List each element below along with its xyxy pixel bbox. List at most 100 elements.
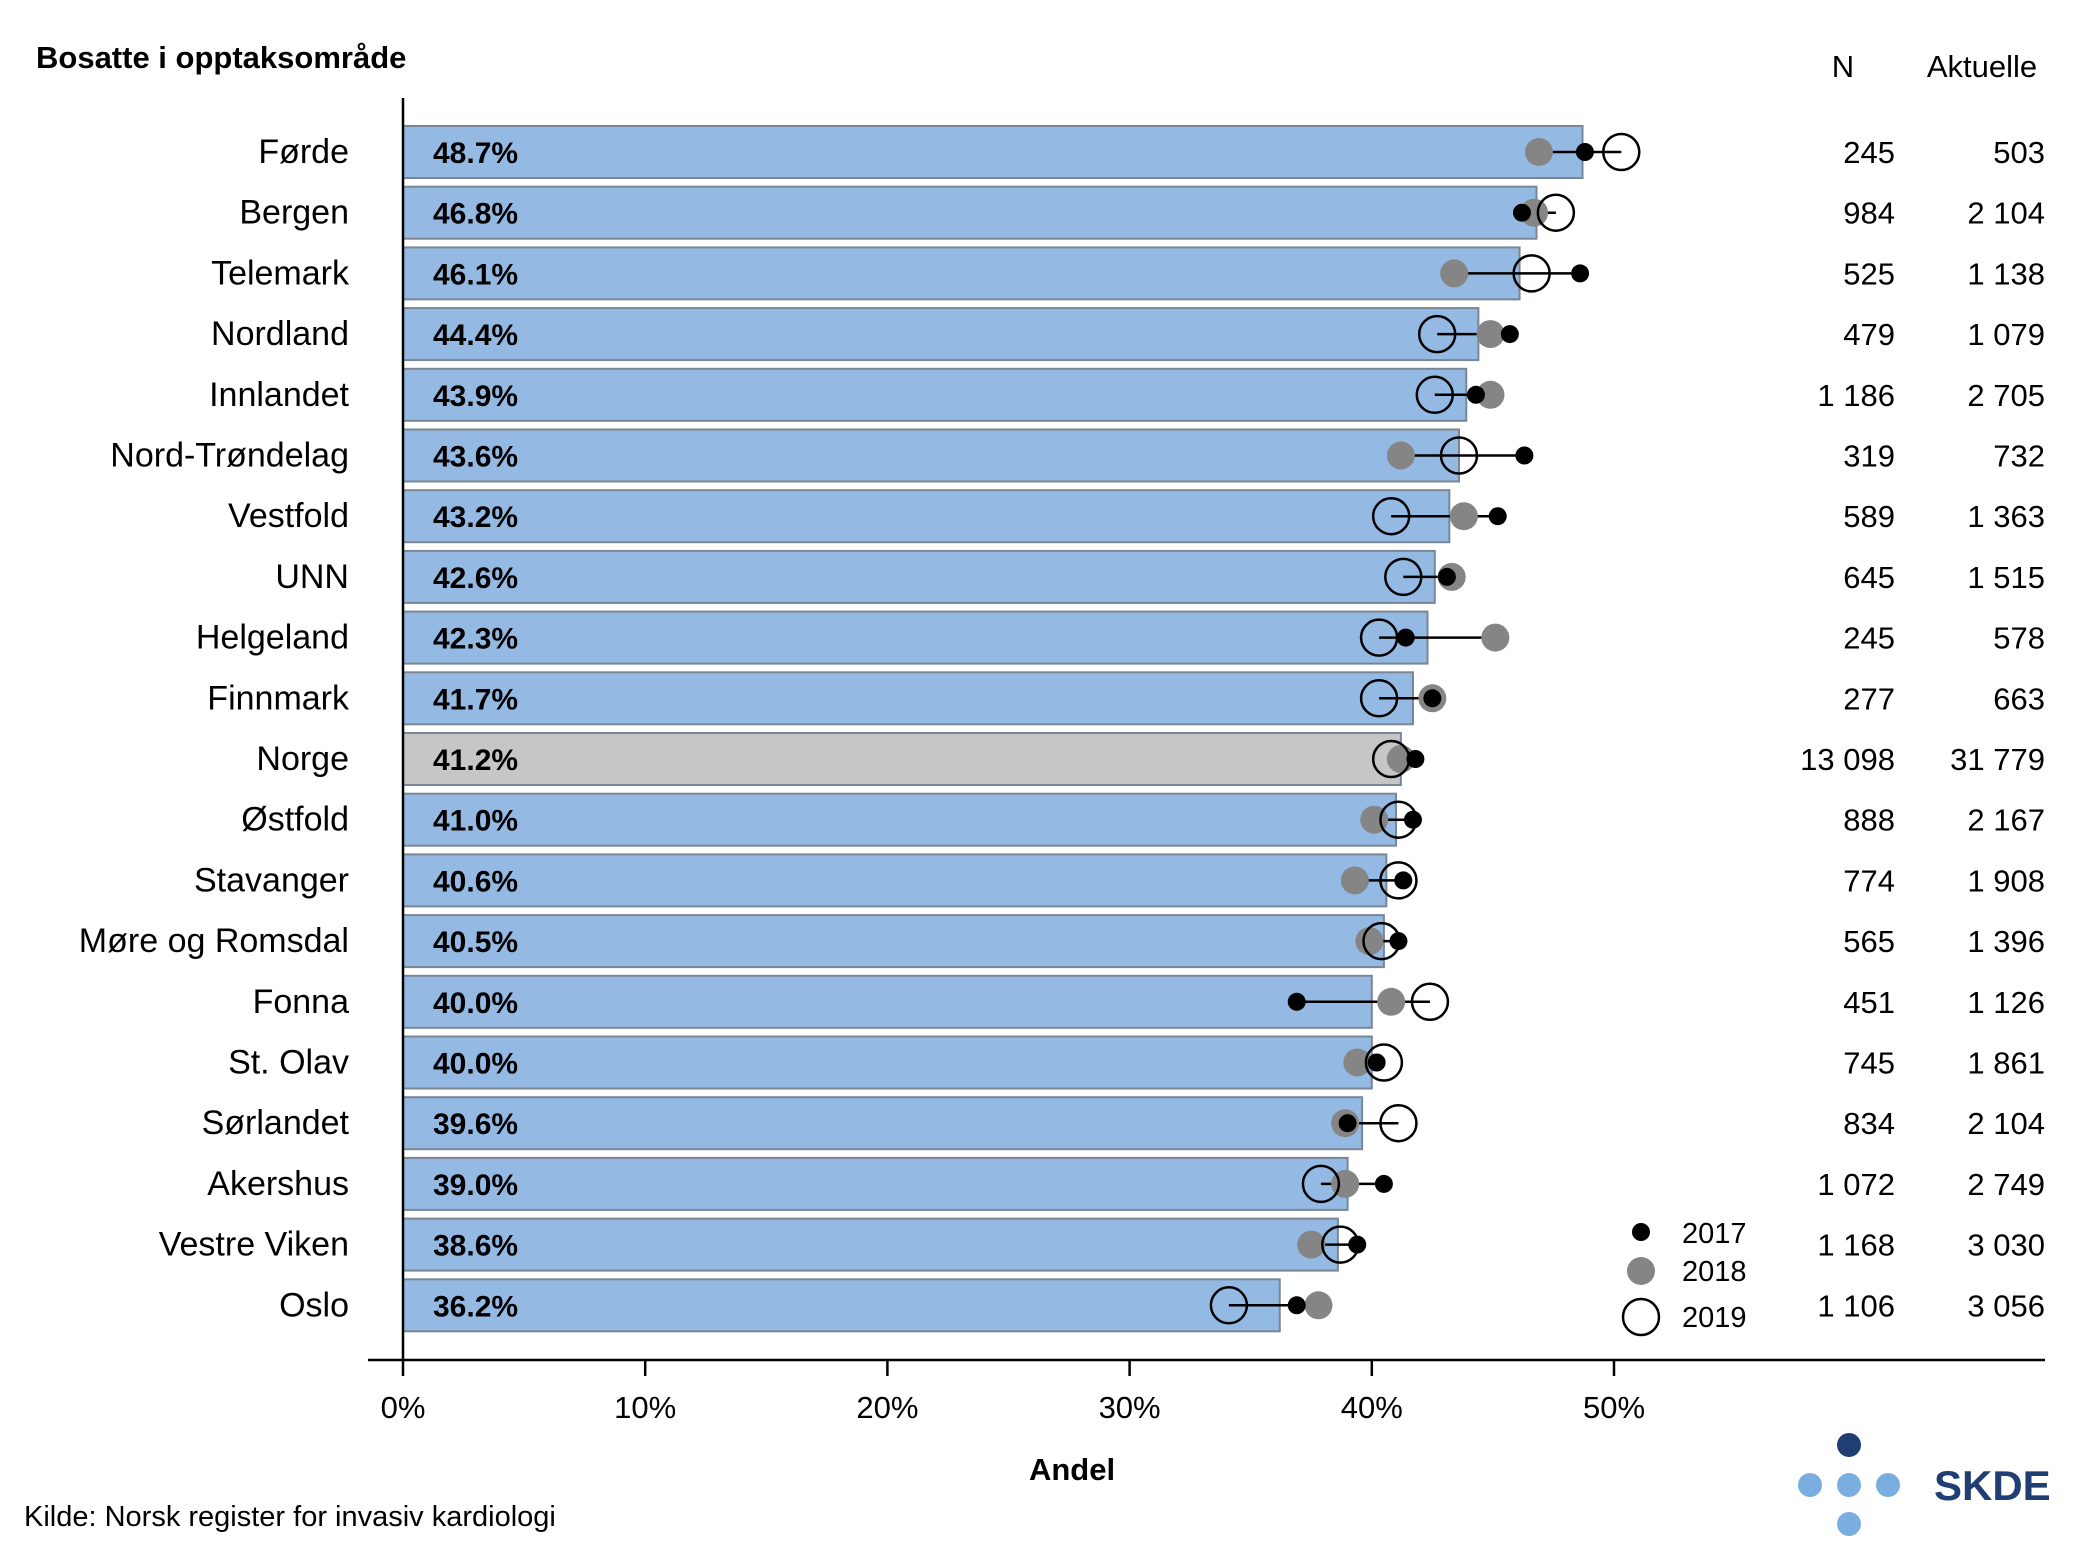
n-value: 479 (1843, 317, 1895, 352)
value-label: 46.8% (433, 198, 518, 231)
aktuelle-value: 1 079 (1967, 317, 2045, 352)
value-label: 42.6% (433, 562, 518, 595)
category-label: Nordland (211, 315, 349, 353)
labels-layer: Førde 48.7% 245 503 Bergen 46.8% 984 2 104 Telem… (79, 133, 2045, 1324)
bar (402, 853, 1388, 908)
legend-label-2017: 2017 (1682, 1218, 1747, 1250)
aktuelle-value: 2 749 (1967, 1167, 2045, 1202)
n-value: 984 (1843, 196, 1895, 231)
logo-dot-right (1876, 1473, 1900, 1497)
point-2019 (1379, 1103, 1418, 1143)
point-2017 (1287, 992, 1306, 1011)
skde-logo: SKDE (1798, 1433, 2051, 1536)
value-label: 40.0% (433, 1048, 518, 1081)
category-label: Stavanger (194, 861, 349, 899)
point-2017 (1406, 750, 1425, 768)
bar (402, 428, 1460, 483)
point-2019 (1359, 618, 1399, 657)
aktuelle-value: 1 515 (1967, 560, 2045, 595)
legend-marker-2017 (1632, 1223, 1650, 1241)
n-value: 245 (1843, 621, 1895, 656)
point-2017 (1512, 203, 1531, 222)
bars-layer (402, 125, 1584, 1333)
category-label: Nord-Trøndelag (110, 437, 349, 475)
bar (402, 1278, 1281, 1333)
x-tick-label: 20% (856, 1390, 918, 1425)
n-value: 834 (1843, 1106, 1895, 1141)
point-2019 (1209, 1286, 1249, 1325)
value-label: 41.7% (433, 683, 518, 716)
point-2017 (1396, 628, 1415, 647)
point-2018 (1343, 1048, 1372, 1077)
point-2017 (1367, 1053, 1386, 1072)
bar (402, 1035, 1373, 1090)
bar (402, 1156, 1349, 1211)
point-2019 (1417, 314, 1457, 354)
aktuelle-value: 1 861 (1967, 1046, 2045, 1081)
category-label: Møre og Romsdal (79, 922, 349, 960)
bar (402, 307, 1480, 362)
value-label: 38.6% (433, 1230, 518, 1263)
n-value: 888 (1843, 803, 1895, 838)
category-label: Helgeland (196, 619, 349, 657)
point-2019 (1371, 739, 1411, 779)
point-2017 (1575, 143, 1594, 161)
category-label: Fonna (253, 983, 349, 1021)
n-value: 525 (1843, 256, 1895, 291)
category-label: Finnmark (207, 679, 350, 717)
n-value: 565 (1843, 924, 1895, 959)
aktuelle-value: 1 396 (1967, 924, 2045, 959)
n-value: 1 168 (1817, 1228, 1895, 1263)
point-2018 (1355, 927, 1384, 956)
value-label: 46.1% (433, 258, 518, 291)
aktuelle-value: 2 104 (1967, 196, 2045, 231)
point-2017 (1571, 264, 1590, 283)
point-2017 (1338, 1114, 1357, 1133)
point-2019 (1321, 1225, 1360, 1264)
point-2018 (1377, 987, 1406, 1016)
bar (402, 489, 1451, 544)
point-2019 (1439, 436, 1479, 475)
category-label: Innlandet (209, 376, 349, 414)
n-value: 745 (1843, 1046, 1895, 1081)
aktuelle-value: 503 (1993, 135, 2045, 170)
legend-label-2019: 2019 (1682, 1302, 1747, 1334)
value-label: 44.4% (433, 319, 518, 352)
point-2017 (1466, 385, 1485, 404)
value-label: 40.0% (433, 987, 518, 1020)
bar (402, 246, 1521, 301)
value-label: 43.2% (433, 501, 518, 534)
point-2018 (1524, 138, 1553, 166)
point-2019 (1364, 1043, 1404, 1082)
point-2018 (1440, 259, 1469, 288)
point-2017 (1437, 567, 1456, 586)
category-label: Norge (256, 740, 349, 778)
point-2018 (1481, 623, 1510, 652)
bar (402, 549, 1436, 604)
bar (402, 367, 1468, 422)
aktuelle-value: 578 (1993, 621, 2045, 656)
n-value: 645 (1843, 560, 1895, 595)
x-tick-label: 30% (1099, 1390, 1161, 1425)
n-value: 13 098 (1800, 742, 1895, 777)
n-value: 589 (1843, 499, 1895, 534)
point-2019 (1301, 1164, 1341, 1204)
category-label: UNN (275, 558, 349, 596)
aktuelle-value: 732 (1993, 439, 2045, 474)
point-2019 (1415, 375, 1455, 415)
value-label: 40.6% (433, 865, 518, 898)
category-label: St. Olav (228, 1044, 349, 1082)
n-value: 451 (1843, 985, 1895, 1020)
category-label: Oslo (279, 1286, 349, 1324)
category-label: Vestfold (228, 497, 349, 535)
column-header-n: N (1832, 49, 1854, 84)
point-2019 (1410, 982, 1450, 1022)
point-2017 (1515, 446, 1534, 465)
bar (402, 671, 1414, 726)
n-value: 277 (1843, 681, 1895, 716)
bar (402, 1217, 1339, 1272)
point-2018 (1476, 380, 1505, 409)
value-label: 39.6% (433, 1108, 518, 1141)
point-2019 (1362, 921, 1401, 961)
value-label: 39.0% (433, 1169, 518, 1202)
